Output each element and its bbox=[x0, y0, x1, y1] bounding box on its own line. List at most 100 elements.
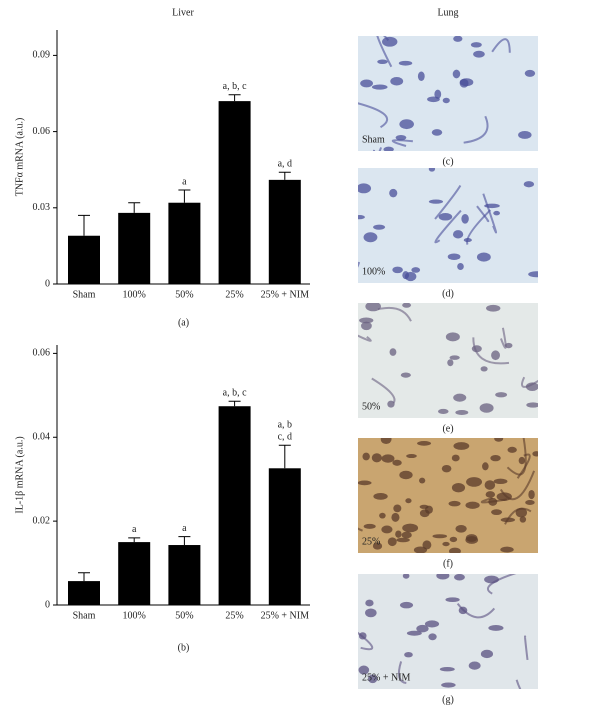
septum bbox=[480, 496, 507, 504]
y-axis-label: TNFα mRNA (a.u.) bbox=[14, 118, 25, 197]
micrograph: 25% + NIM bbox=[358, 574, 538, 689]
cell bbox=[495, 392, 508, 398]
y-tick-label: 0 bbox=[45, 599, 50, 610]
cell bbox=[381, 454, 395, 463]
cell bbox=[479, 403, 494, 413]
cell bbox=[387, 537, 397, 547]
cell bbox=[447, 253, 461, 261]
cell bbox=[401, 531, 412, 539]
cell bbox=[365, 608, 377, 618]
cell bbox=[449, 355, 460, 360]
cell bbox=[402, 574, 410, 579]
cell bbox=[494, 438, 504, 442]
x-tick-label: 25% + NIM bbox=[261, 610, 310, 621]
lung-title: Lung bbox=[437, 7, 458, 18]
significance-label: a bbox=[182, 176, 187, 187]
cell bbox=[419, 477, 426, 484]
significance-label: c, d bbox=[278, 432, 292, 443]
septum bbox=[434, 209, 462, 244]
significance-label: a, d bbox=[278, 159, 292, 170]
y-tick-label: 0.03 bbox=[33, 202, 51, 213]
cell bbox=[417, 71, 425, 82]
significance-label: a, b bbox=[278, 420, 292, 431]
micrograph-label: 50% bbox=[362, 401, 380, 412]
septum bbox=[504, 507, 532, 525]
y-tick-label: 0.02 bbox=[33, 515, 51, 526]
septum bbox=[358, 334, 372, 342]
cell bbox=[465, 501, 480, 509]
cell bbox=[485, 491, 496, 498]
micrograph-image bbox=[358, 303, 538, 418]
septum bbox=[482, 193, 498, 234]
septum bbox=[434, 184, 462, 220]
cell bbox=[493, 210, 500, 216]
cell bbox=[484, 575, 499, 584]
cell bbox=[362, 452, 370, 461]
cell bbox=[436, 574, 450, 580]
cell bbox=[447, 359, 454, 367]
cell bbox=[358, 215, 365, 220]
cell bbox=[419, 509, 430, 518]
cell bbox=[493, 478, 508, 485]
cell bbox=[363, 523, 376, 529]
micrograph-image bbox=[358, 168, 538, 283]
caption: (a) bbox=[178, 317, 189, 328]
cell bbox=[442, 541, 450, 547]
error-bar bbox=[228, 94, 241, 102]
cell bbox=[484, 480, 496, 490]
cell bbox=[358, 183, 372, 194]
septum bbox=[466, 209, 492, 245]
septum bbox=[358, 261, 361, 268]
cell bbox=[358, 480, 372, 486]
cell bbox=[411, 267, 421, 273]
cell bbox=[363, 232, 378, 243]
cell bbox=[528, 271, 538, 278]
septum bbox=[463, 115, 489, 144]
septum bbox=[523, 635, 529, 661]
septum bbox=[371, 377, 396, 404]
error-bar bbox=[128, 537, 141, 543]
cell bbox=[491, 509, 503, 516]
cell bbox=[519, 516, 527, 523]
cell bbox=[360, 79, 373, 88]
septum bbox=[472, 337, 510, 365]
cell bbox=[466, 477, 483, 487]
cell bbox=[441, 682, 456, 688]
cell bbox=[392, 459, 402, 466]
cell bbox=[488, 625, 504, 631]
bar bbox=[168, 545, 201, 605]
x-tick-label: 25% bbox=[225, 289, 243, 300]
cell bbox=[524, 69, 536, 77]
bar bbox=[168, 202, 201, 284]
cell bbox=[406, 454, 417, 459]
y-tick-label: 0.04 bbox=[33, 432, 51, 443]
septum bbox=[499, 470, 536, 501]
septum bbox=[397, 661, 407, 684]
cell bbox=[395, 530, 402, 538]
cell bbox=[465, 534, 478, 542]
cell bbox=[402, 303, 412, 308]
caption: (e) bbox=[442, 423, 453, 434]
micrograph-label: 25% bbox=[362, 536, 380, 547]
cell bbox=[404, 651, 413, 658]
caption: (b) bbox=[178, 642, 190, 653]
cell bbox=[365, 303, 381, 312]
cell bbox=[373, 492, 388, 500]
cell bbox=[439, 666, 455, 672]
cell bbox=[453, 393, 467, 402]
cell bbox=[476, 252, 491, 262]
septum bbox=[376, 36, 393, 68]
x-tick-label: Sham bbox=[73, 610, 96, 621]
micrograph-image bbox=[358, 36, 538, 151]
cell bbox=[528, 489, 535, 500]
bar bbox=[218, 101, 251, 285]
cell bbox=[526, 402, 538, 408]
cell bbox=[452, 230, 464, 239]
cell bbox=[381, 525, 393, 534]
significance-label: a bbox=[132, 524, 137, 535]
cell bbox=[500, 546, 514, 553]
cell bbox=[461, 213, 469, 224]
cell bbox=[402, 523, 419, 533]
micrograph-image bbox=[358, 574, 538, 689]
cell bbox=[491, 350, 500, 361]
